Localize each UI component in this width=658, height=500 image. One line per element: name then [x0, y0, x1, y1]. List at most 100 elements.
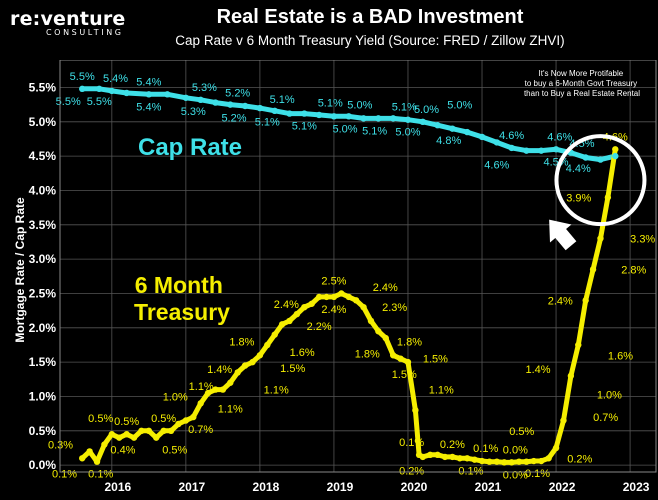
cap-rate-point	[345, 113, 352, 120]
treasury-point	[138, 427, 145, 434]
line-chart: 0.0% 0.5% 1.0% 1.5% 2.0% 2.5% 3.0% 3.5% 4.0% 4.5%…	[13, 60, 657, 494]
x-tick-label: 2018	[253, 480, 280, 494]
treasury-point	[486, 458, 493, 465]
data-label: 2.2%	[307, 321, 332, 333]
data-label: 1.5%	[280, 363, 305, 375]
treasury-point	[227, 379, 234, 386]
cap-rate-point	[96, 85, 103, 93]
data-label: 0.1%	[52, 469, 77, 481]
treasury-point	[264, 341, 271, 349]
data-label: 5.3%	[181, 106, 206, 118]
x-tick-label: 2023	[623, 480, 650, 494]
treasury-point	[145, 427, 153, 434]
data-label: 1.6%	[608, 350, 633, 362]
data-label: 2.4%	[274, 299, 299, 311]
treasury-point	[404, 358, 412, 366]
treasury-point	[256, 352, 264, 359]
data-label: 2.4%	[321, 304, 346, 316]
cap-rate-point	[123, 89, 130, 97]
treasury-point	[612, 146, 619, 153]
treasury-point	[545, 455, 552, 462]
data-label: 1.5%	[392, 369, 417, 381]
treasury-point	[441, 453, 449, 461]
data-label: 5.1%	[362, 125, 387, 137]
treasury-point	[493, 458, 501, 465]
data-label: 0.4%	[110, 445, 135, 457]
treasury-point	[323, 293, 330, 301]
cap-rate-point	[301, 110, 308, 117]
cap-rate-point	[286, 110, 293, 117]
treasury-point	[153, 434, 160, 441]
data-label: 2.5%	[321, 275, 346, 287]
data-label: 1.1%	[429, 385, 454, 397]
cap-rate-point	[241, 102, 249, 110]
data-label: 5.5%	[56, 96, 81, 108]
x-tick-label: 2022	[549, 480, 576, 494]
plot-area	[60, 60, 656, 472]
data-label: 0.1%	[473, 443, 498, 455]
treasury-point	[93, 458, 101, 465]
cap-rate-point	[478, 133, 486, 141]
treasury-point	[116, 434, 123, 441]
treasury-point	[352, 297, 360, 304]
treasury-point	[375, 328, 382, 335]
treasury-point	[538, 457, 545, 465]
treasury-point	[367, 317, 375, 325]
y-tick-label: 4.0%	[29, 183, 57, 197]
cap-rate-point	[79, 85, 86, 93]
y-tick-label: 3.0%	[29, 252, 57, 266]
treasury-point	[301, 304, 308, 311]
cap-rate-point	[212, 99, 219, 106]
treasury-point	[197, 400, 204, 407]
treasury-point	[412, 407, 419, 414]
data-label: 5.4%	[136, 76, 161, 88]
treasury-point	[552, 444, 560, 452]
cap-rate-point	[389, 115, 397, 122]
treasury-point	[478, 457, 486, 465]
x-tick-label: 2019	[327, 480, 354, 494]
treasury-point	[419, 453, 426, 461]
treasury-point	[182, 417, 190, 424]
treasury-point	[345, 293, 352, 301]
treasury-point	[604, 194, 612, 201]
highlight-circle	[554, 134, 647, 227]
data-label: 5.0%	[414, 104, 439, 116]
grid-lines	[60, 60, 656, 472]
data-label: 0.2%	[399, 465, 424, 477]
data-label: 0.1%	[525, 468, 550, 480]
data-label: 0.3%	[48, 440, 73, 452]
annotation-line-2: to buy a 6-Month Govt Treasury	[525, 79, 638, 88]
data-label: 5.1%	[392, 102, 417, 114]
y-tick-label: 0.0%	[29, 458, 57, 472]
cap-rate-point	[582, 154, 589, 161]
data-label: 1.8%	[355, 349, 380, 361]
data-label: 4.6%	[499, 130, 524, 142]
treasury-point	[167, 427, 175, 434]
x-tick-label: 2020	[401, 480, 428, 494]
treasury-point	[426, 451, 434, 459]
y-tick-label: 5.5%	[29, 80, 57, 94]
data-label: 5.3%	[192, 82, 217, 94]
treasury-point	[315, 293, 323, 301]
x-tick-label: 2021	[475, 480, 502, 494]
treasury-point	[389, 352, 397, 359]
treasury-point	[530, 457, 538, 465]
series-label-6-month-line1: 6 Month	[135, 272, 223, 298]
data-label: 0.7%	[593, 412, 618, 424]
data-label: 4.5%	[569, 138, 594, 150]
treasury-point	[190, 413, 197, 421]
cap-rate-point	[145, 91, 153, 98]
cap-rate-point	[597, 156, 604, 163]
data-label: 4.4%	[566, 163, 591, 175]
data-label: 0.5%	[114, 416, 139, 428]
treasury-point	[523, 458, 530, 465]
data-label: 1.0%	[163, 391, 188, 403]
treasury-point	[212, 386, 219, 393]
y-tick-label: 4.5%	[29, 149, 57, 163]
treasury-point	[160, 427, 167, 434]
data-label: 5.0%	[447, 100, 472, 112]
annotation-line-3: than to Buy a Real Estate Rental	[524, 89, 640, 98]
chart-subtitle: Cap Rate v 6 Month Treasury Yield (Sourc…	[175, 33, 565, 48]
treasury-point	[471, 456, 478, 463]
y-tick-label: 1.5%	[29, 355, 57, 369]
